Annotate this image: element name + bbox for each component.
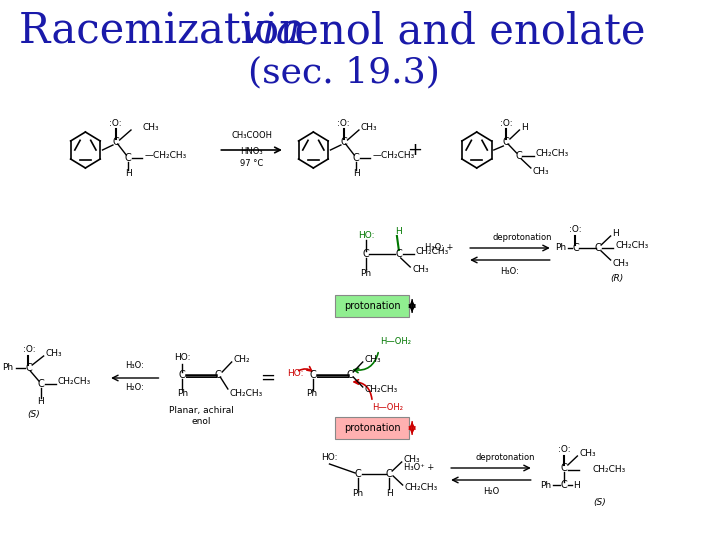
Text: H: H xyxy=(353,170,359,179)
Text: CH₃COOH: CH₃COOH xyxy=(231,132,272,140)
Text: H₃O:: H₃O: xyxy=(125,361,144,369)
Text: C: C xyxy=(503,137,510,147)
Text: H₃O:: H₃O: xyxy=(500,267,519,276)
Text: Ph: Ph xyxy=(2,363,13,373)
Text: CH₂CH₃: CH₂CH₃ xyxy=(593,464,626,474)
Text: :O:: :O: xyxy=(338,119,350,129)
Text: protonation: protonation xyxy=(344,423,400,433)
Text: CH₂CH₃: CH₂CH₃ xyxy=(230,388,263,397)
Text: CH₂: CH₂ xyxy=(233,354,250,363)
Text: CH₂CH₃: CH₂CH₃ xyxy=(536,150,569,159)
Text: H₃O: +: H₃O: + xyxy=(425,244,453,253)
Text: CH₃: CH₃ xyxy=(364,354,382,363)
Text: C: C xyxy=(37,379,44,389)
Text: H₂O:: H₂O: xyxy=(125,382,144,392)
Text: H: H xyxy=(386,489,392,497)
Text: H: H xyxy=(613,228,619,238)
Text: —CH₂CH₃: —CH₂CH₃ xyxy=(144,152,186,160)
Text: CH₂CH₃: CH₂CH₃ xyxy=(405,483,438,492)
Text: H: H xyxy=(125,170,132,179)
Text: Ph: Ph xyxy=(176,388,188,397)
Text: C: C xyxy=(595,243,602,253)
Text: H: H xyxy=(395,227,402,237)
Text: C: C xyxy=(515,151,522,161)
Text: C: C xyxy=(346,370,353,380)
Text: :O:: :O: xyxy=(500,119,513,129)
Text: (R): (R) xyxy=(611,273,624,282)
Text: :O:: :O: xyxy=(570,226,582,234)
Text: H—OH₂: H—OH₂ xyxy=(380,338,411,347)
Text: enol and enolate: enol and enolate xyxy=(281,10,646,52)
Text: CH₃: CH₃ xyxy=(361,123,377,132)
Text: Planar, achiral: Planar, achiral xyxy=(168,406,234,415)
Text: (S): (S) xyxy=(594,497,606,507)
Text: CH₃: CH₃ xyxy=(613,259,629,267)
Text: HO:: HO: xyxy=(358,232,374,240)
Text: C: C xyxy=(310,370,317,380)
Text: C: C xyxy=(112,137,120,147)
Text: CH₃: CH₃ xyxy=(45,348,62,357)
Text: HNO₃: HNO₃ xyxy=(240,146,263,156)
Text: C: C xyxy=(355,469,361,479)
Text: Racemization: Racemization xyxy=(19,10,319,52)
Text: CH₃: CH₃ xyxy=(412,266,428,274)
Text: :O:: :O: xyxy=(109,119,122,129)
Text: CH₃: CH₃ xyxy=(143,123,159,132)
FancyArrowPatch shape xyxy=(354,353,378,373)
Text: H₃O⁺ +: H₃O⁺ + xyxy=(404,463,434,472)
Text: CH₃: CH₃ xyxy=(533,166,549,176)
Text: H: H xyxy=(572,481,580,489)
Text: C: C xyxy=(353,153,359,163)
FancyBboxPatch shape xyxy=(336,295,409,317)
Text: C: C xyxy=(362,249,369,259)
Text: C: C xyxy=(125,153,132,163)
Text: H: H xyxy=(521,123,528,132)
Text: C: C xyxy=(341,137,347,147)
Text: (sec. 19.3): (sec. 19.3) xyxy=(248,55,440,89)
Text: deprotonation: deprotonation xyxy=(492,233,552,242)
Text: Ph: Ph xyxy=(555,244,566,253)
Text: Ph: Ph xyxy=(306,388,317,397)
Text: H₂O: H₂O xyxy=(483,488,499,496)
Text: C: C xyxy=(561,463,567,473)
Text: :O:: :O: xyxy=(558,446,570,455)
Text: Ph: Ph xyxy=(540,481,551,489)
Text: enol: enol xyxy=(192,417,211,427)
FancyArrowPatch shape xyxy=(299,367,312,371)
Text: HO:: HO: xyxy=(287,368,303,377)
Text: CH₂CH₃: CH₂CH₃ xyxy=(364,386,398,395)
Text: :O:: :O: xyxy=(23,346,35,354)
Text: CH₃: CH₃ xyxy=(404,455,420,463)
Text: —CH₂CH₃: —CH₂CH₃ xyxy=(372,152,415,160)
Text: HO:: HO: xyxy=(321,454,338,462)
Text: C: C xyxy=(561,480,567,490)
Text: C: C xyxy=(179,370,186,380)
Text: HO:: HO: xyxy=(174,354,191,362)
Text: (S): (S) xyxy=(28,409,40,418)
FancyArrowPatch shape xyxy=(354,380,372,399)
Text: CH₂CH₃: CH₂CH₃ xyxy=(616,241,649,251)
Text: H: H xyxy=(37,397,44,407)
Text: C: C xyxy=(215,370,222,380)
Text: Ph: Ph xyxy=(360,268,371,278)
Text: CH₂CH₃: CH₂CH₃ xyxy=(416,247,449,256)
Text: CH₂CH₃: CH₂CH₃ xyxy=(58,377,91,387)
Text: C: C xyxy=(386,469,392,479)
Text: C: C xyxy=(572,243,579,253)
Text: C: C xyxy=(25,363,32,373)
Text: +: + xyxy=(408,141,423,159)
Text: Ph: Ph xyxy=(352,489,364,497)
Text: deprotonation: deprotonation xyxy=(475,454,535,462)
Text: =: = xyxy=(260,369,275,387)
Text: C: C xyxy=(395,249,402,259)
Text: via: via xyxy=(239,10,301,52)
Text: CH₃: CH₃ xyxy=(580,449,596,457)
Text: 97 °C: 97 °C xyxy=(240,159,264,168)
Text: protonation: protonation xyxy=(344,301,400,311)
FancyBboxPatch shape xyxy=(336,417,409,439)
Text: H—OH₂: H—OH₂ xyxy=(372,403,403,413)
